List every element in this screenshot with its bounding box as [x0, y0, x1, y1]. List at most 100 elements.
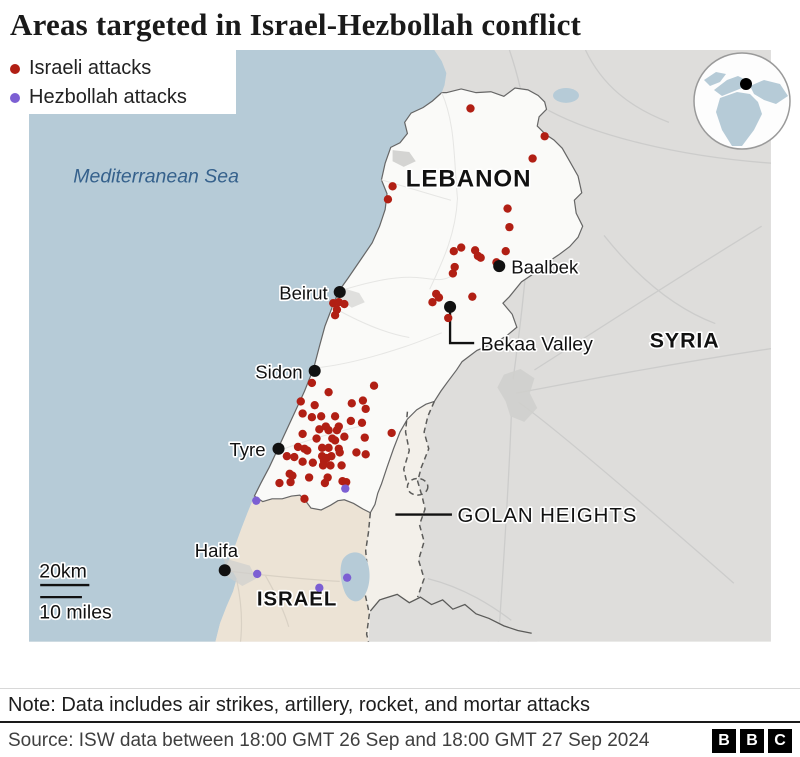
damascus-urban-area [497, 369, 538, 422]
israeli-attack-dot [330, 412, 340, 421]
israeli-attack-dot [298, 409, 307, 418]
hezbollah-attacks-layer [252, 484, 352, 593]
israeli-attack-dot [428, 298, 437, 307]
city-marker [272, 442, 285, 455]
israeli-attack-dot [361, 450, 370, 459]
hezbollah-attack-dot [342, 573, 352, 582]
scale-bar: 20km 10 miles [38, 559, 114, 625]
israeli-attack-dot [298, 457, 307, 466]
israeli-attack-dot [540, 132, 549, 141]
israeli-attack-dot [324, 388, 333, 397]
israeli-attack-dot [326, 461, 335, 470]
israeli-attack-dot [476, 253, 485, 262]
city-label: Haifa [195, 540, 239, 561]
israeli-attacks-dot-icon [10, 63, 20, 74]
israeli-attack-dot [334, 422, 343, 431]
lebanon-admin-lines [276, 92, 459, 453]
cities-layer: Beirut Baalbek Sidon Tyre Haifa [193, 255, 581, 577]
israeli-attack-dot [317, 412, 326, 421]
scale-km-label: 20km [39, 561, 87, 583]
israeli-attack-dot [286, 477, 295, 487]
hezbollah-attack-dot [341, 484, 350, 493]
haifa-urban-area [223, 558, 257, 586]
bekaa-valley-label: Bekaa Valley [481, 333, 593, 355]
israeli-attack-dot [388, 182, 397, 191]
globe-location-dot [740, 78, 752, 90]
israeli-attack-dot [322, 453, 331, 463]
israeli-attack-dot [457, 243, 466, 252]
israeli-attack-dot [290, 452, 299, 462]
source-text: Source: ISW data between 18:00 GMT 26 Se… [8, 730, 650, 751]
page-title: Areas targeted in Israel-Hezbollah confl… [10, 7, 582, 42]
note-bar: Note: Data includes air strikes, artille… [0, 688, 800, 722]
lebanon-label: LEBANON [406, 165, 532, 192]
israeli-attack-dot [369, 381, 379, 390]
legend-item-israeli: Israeli attacks [10, 54, 236, 83]
israeli-attack-dot [282, 451, 292, 461]
israeli-attack-dot [317, 443, 327, 452]
israeli-attack-dot [318, 461, 328, 470]
israeli-attack-dot [304, 473, 314, 482]
israeli-attack-dot [312, 434, 321, 443]
homs-lake [553, 88, 579, 103]
lebanon-land [253, 87, 584, 514]
israeli-attack-dot [324, 443, 333, 452]
israel-land [215, 495, 371, 642]
israeli-attack-dot [296, 397, 305, 406]
israeli-attack-dot [307, 378, 317, 388]
scale-miles-label: 10 miles [39, 601, 112, 623]
israeli-attack-dot [342, 477, 351, 487]
city-marker [333, 286, 346, 299]
title-bar: Areas targeted in Israel-Hezbollah confl… [0, 0, 800, 50]
israeli-attack-dot [330, 311, 340, 320]
legend-item-hezbollah: Hezbollah attacks [10, 83, 236, 112]
bbc-logo-letter: C [768, 729, 792, 753]
bbc-logo-letter: B [740, 729, 764, 753]
israeli-attack-dot [330, 436, 340, 445]
israeli-attack-dot [303, 446, 312, 455]
israeli-attack-dot [387, 428, 396, 438]
israeli-attack-dot [335, 448, 344, 457]
israeli-attack-dot [434, 293, 444, 302]
israeli-attack-dot [308, 458, 318, 467]
israeli-attack-dot [315, 425, 324, 434]
yarmouk-border-line [369, 593, 532, 634]
israeli-attacks-layer [275, 104, 549, 503]
israeli-attack-dot [293, 442, 303, 452]
jordan-area [368, 594, 538, 642]
israeli-attack-dot [360, 433, 369, 442]
sea-of-galilee [340, 552, 370, 602]
israeli-attack-dot [310, 400, 319, 410]
globe-continents [704, 72, 788, 146]
israeli-attack-dot [307, 413, 317, 422]
israeli-attack-dot [450, 262, 459, 272]
israeli-attack-dot [501, 247, 510, 256]
city-label: Sidon [255, 361, 302, 382]
golan-heights-land [364, 401, 435, 642]
syria-label: SYRIA [650, 329, 720, 353]
israeli-attack-dot [361, 404, 370, 414]
israel-label: ISRAEL [257, 588, 337, 610]
city-label: Tyre [229, 439, 265, 460]
israeli-attack-dot [449, 247, 458, 256]
map-canvas: 20km 10 miles Mediterranean Sea LEBANON … [29, 49, 772, 642]
israeli-attack-dot [503, 204, 512, 213]
city-marker [493, 260, 506, 273]
legend-label: Israeli attacks [29, 57, 152, 79]
bekaa-valley-marker [444, 300, 457, 313]
israeli-attack-dot [505, 222, 514, 232]
israeli-attack-dot [337, 461, 346, 470]
israeli-attack-dot [340, 299, 349, 309]
bekaa-valley-leader-line [448, 311, 475, 345]
israeli-attack-dot [383, 195, 393, 204]
source-bar: Source: ISW data between 18:00 GMT 26 Se… [0, 723, 800, 757]
legend: Israeli attacks Hezbollah attacks [0, 50, 236, 114]
israeli-attack-dot [466, 104, 475, 113]
city-marker [308, 364, 321, 377]
hezbollah-attacks-dot-icon [10, 92, 20, 103]
israeli-attack-dot [444, 313, 453, 323]
hezbollah-attack-dot [252, 496, 261, 505]
israeli-attack-dot [347, 399, 356, 408]
israeli-attack-dot [300, 494, 309, 503]
